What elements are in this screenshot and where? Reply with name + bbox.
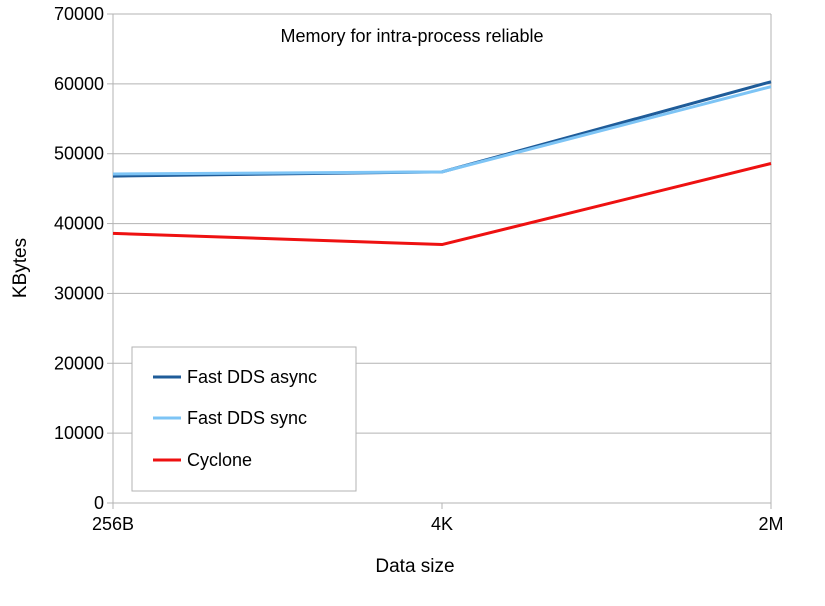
legend-label-cyclone: Cyclone bbox=[187, 450, 252, 470]
x-tick-label: 4K bbox=[431, 514, 453, 534]
chart-title: Memory for intra-process reliable bbox=[280, 26, 543, 46]
y-tick-label: 0 bbox=[94, 493, 104, 513]
series-lines bbox=[112, 80, 772, 247]
series-line-fast-dds-sync bbox=[112, 85, 772, 176]
y-axis-label: KBytes bbox=[10, 238, 31, 298]
y-tick-label: 40000 bbox=[54, 214, 104, 234]
x-axis-label: Data size bbox=[375, 556, 454, 577]
series-line-fast-dds-async bbox=[112, 80, 772, 178]
y-tick-label: 50000 bbox=[54, 144, 104, 164]
y-tick-label: 30000 bbox=[54, 283, 104, 303]
y-tick-labels: 0 10000 20000 30000 40000 50000 60000 70000 bbox=[54, 4, 104, 513]
y-tick-label: 60000 bbox=[54, 74, 104, 94]
x-tick-label: 256B bbox=[92, 514, 134, 534]
legend-label-fast-dds-async: Fast DDS async bbox=[187, 367, 317, 387]
x-tick-label: 2M bbox=[758, 514, 783, 534]
series-line-cyclone bbox=[112, 162, 772, 247]
legend: Fast DDS async Fast DDS sync Cyclone bbox=[131, 346, 357, 492]
y-tick-label: 10000 bbox=[54, 423, 104, 443]
x-tick-labels: 256B 4K 2M bbox=[92, 514, 784, 534]
y-tick-label: 20000 bbox=[54, 353, 104, 373]
legend-label-fast-dds-sync: Fast DDS sync bbox=[187, 408, 307, 428]
y-tick-label: 70000 bbox=[54, 4, 104, 24]
